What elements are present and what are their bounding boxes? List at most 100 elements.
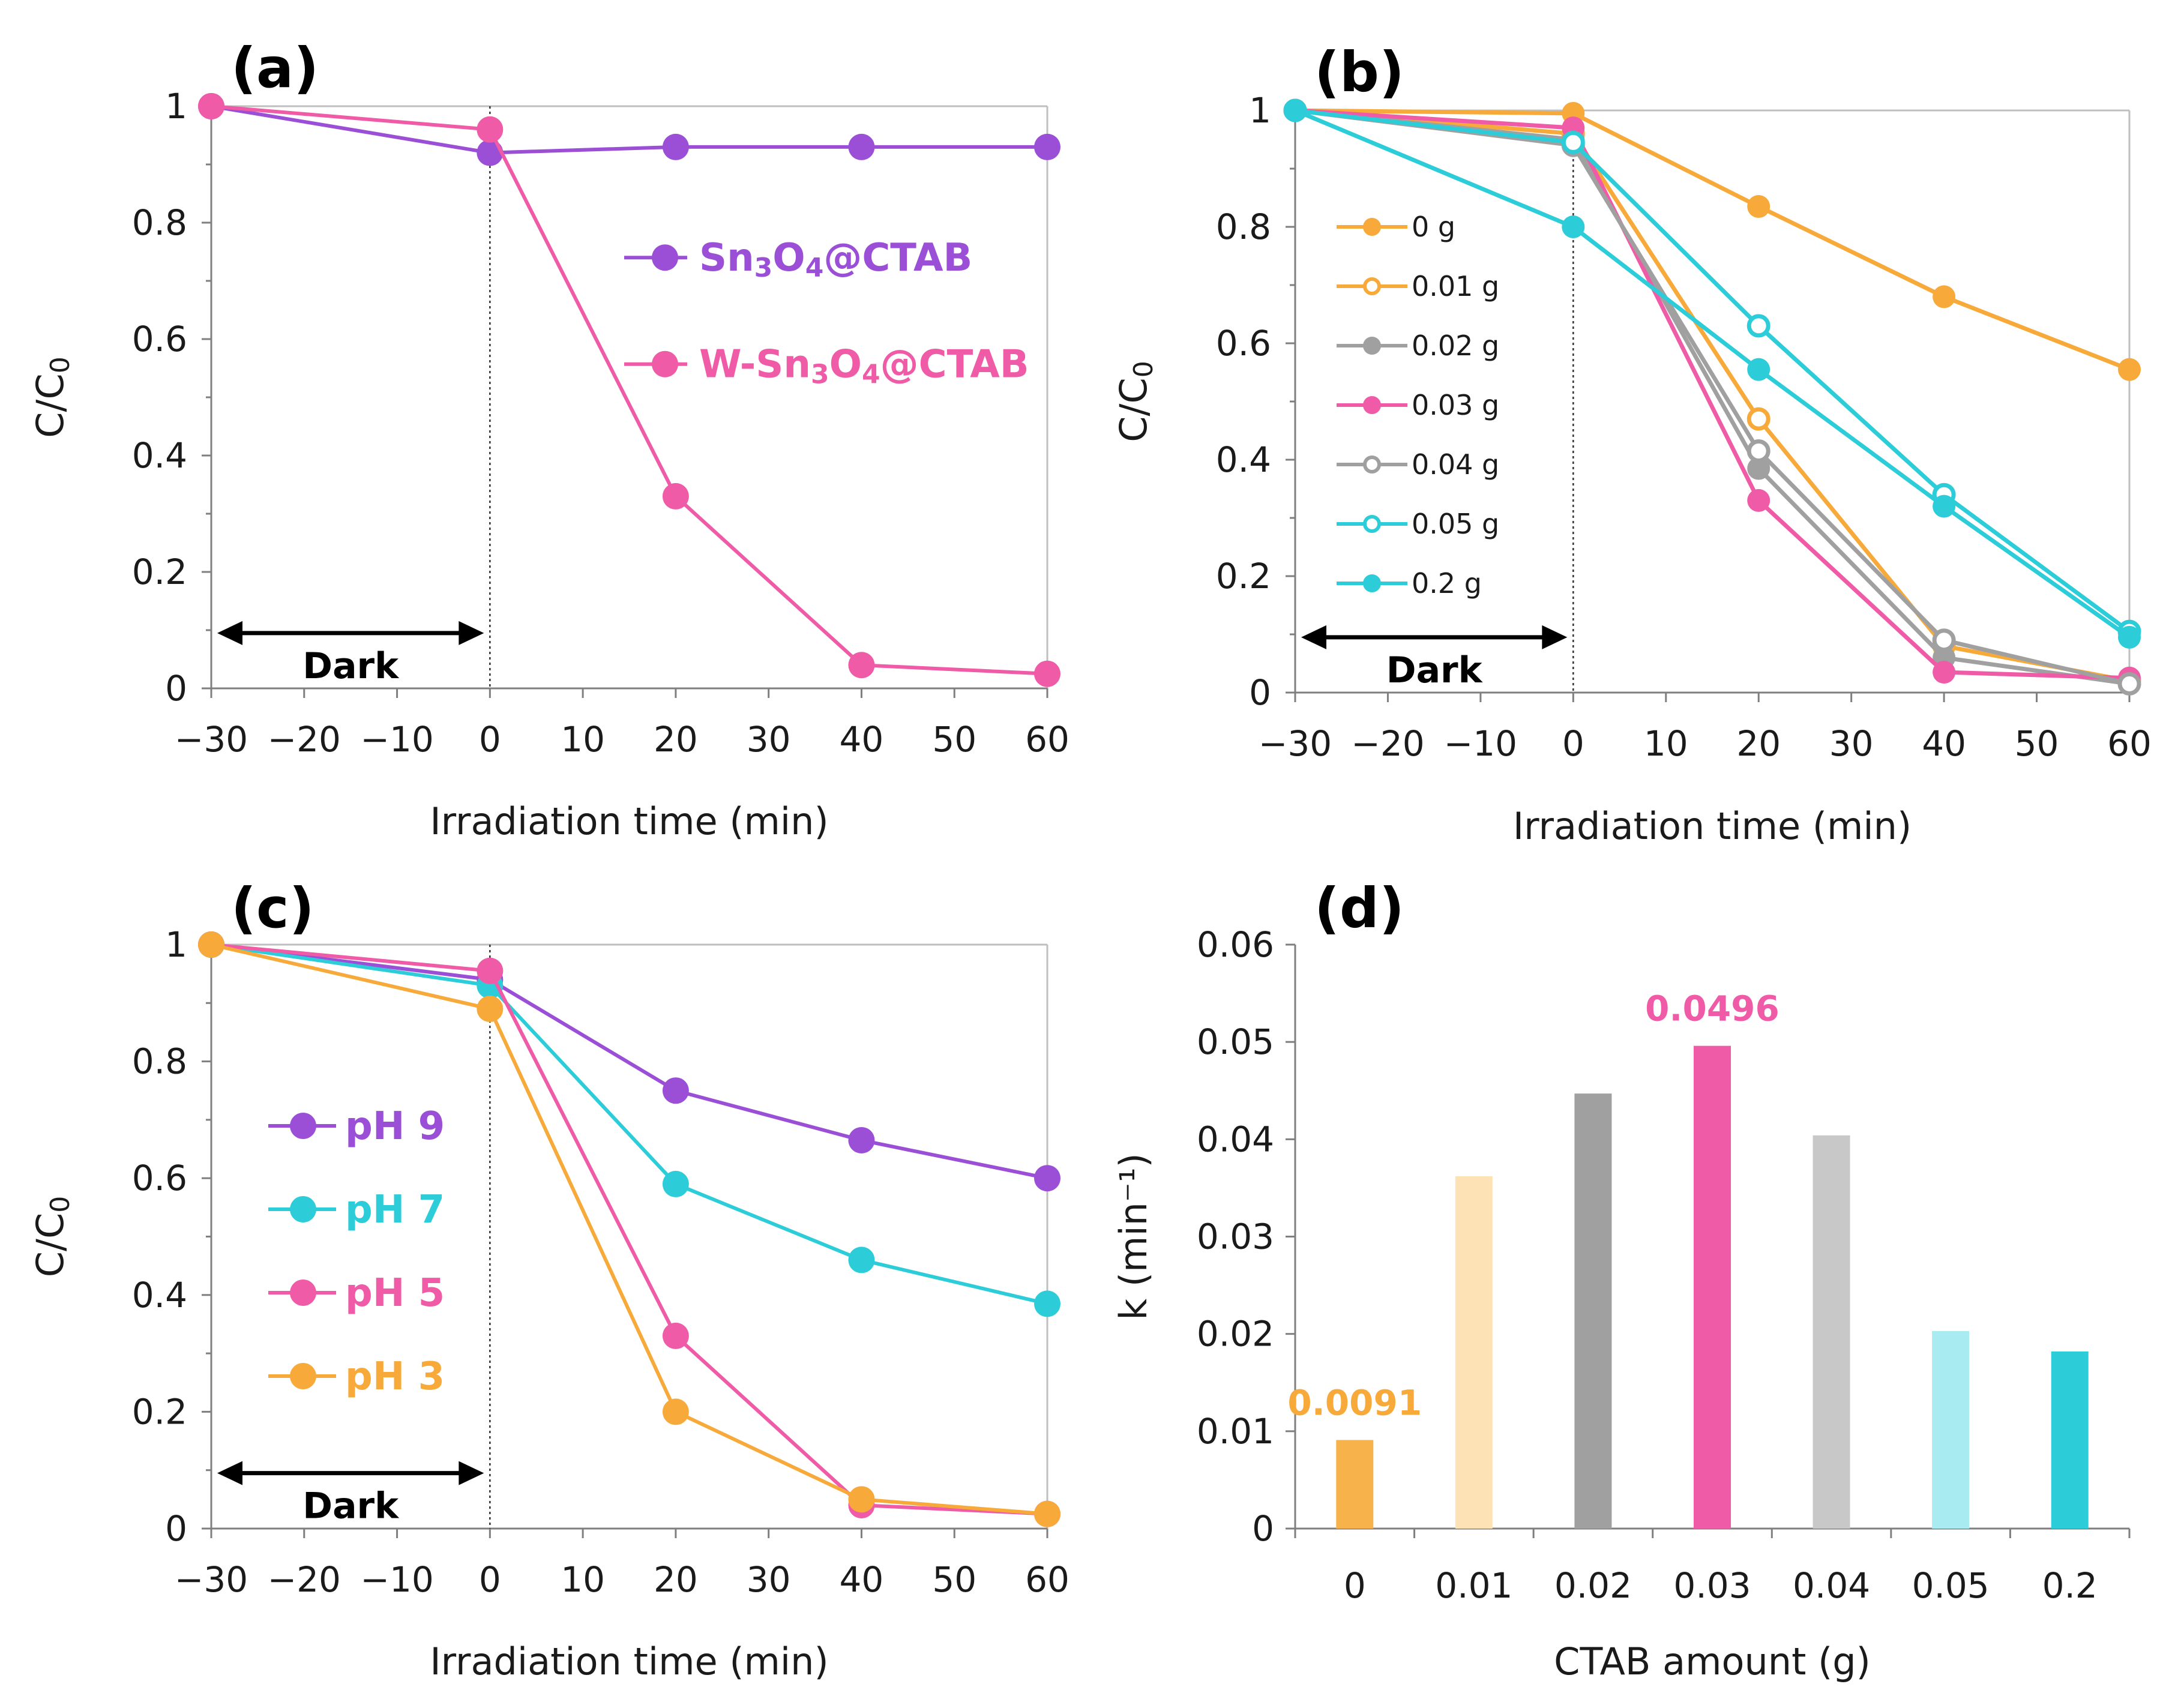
legend-marker [290, 1113, 316, 1139]
data-point [1034, 1290, 1060, 1317]
y-tick-label: 0.8 [1216, 206, 1271, 247]
x-tick-label: 0 [479, 1559, 501, 1600]
data-point [1933, 495, 1956, 518]
data-label: 0.0496 [1645, 988, 1779, 1029]
legend-entry: 0.04 g [1337, 448, 1499, 481]
data-point [848, 133, 875, 160]
y-tick-label: 0.01 [1197, 1411, 1274, 1452]
x-tick-label: 10 [561, 719, 605, 760]
data-point [198, 93, 224, 119]
x-tick-label: 0.02 [1554, 1565, 1632, 1606]
y-tick-label: 1 [165, 86, 187, 127]
y-tick-label: 1 [1249, 90, 1271, 131]
x-tick-label: 60 [1025, 719, 1069, 760]
dark-arrow-head-left [1301, 625, 1326, 649]
dark-arrow-head-right [1542, 625, 1568, 649]
data-point [1562, 215, 1585, 238]
x-tick-label: 60 [2107, 723, 2152, 764]
data-point [1034, 1500, 1060, 1527]
x-axis-title: CTAB amount (g) [1554, 1640, 1871, 1683]
y-tick-label: 0 [1252, 1508, 1274, 1549]
x-tick-label: 10 [561, 1559, 605, 1600]
data-point [848, 652, 875, 679]
legend-marker [1363, 337, 1381, 355]
data-point [662, 1170, 689, 1197]
x-tick-label: 50 [2015, 723, 2059, 764]
legend-label: 0.02 g [1412, 329, 1499, 362]
x-tick-label: 0.04 [1793, 1565, 1870, 1606]
data-point [662, 1398, 689, 1425]
data-point [477, 116, 504, 143]
x-tick-label: −30 [175, 719, 248, 760]
data-point [477, 957, 504, 984]
x-tick-label: −20 [1351, 723, 1424, 764]
legend-label: Sn3O4@CTAB [699, 236, 972, 283]
x-tick-label: −20 [268, 1559, 341, 1600]
dark-arrow-head-left [217, 621, 242, 645]
y-tick-label: 0.6 [132, 1158, 187, 1198]
x-tick-label: 40 [840, 719, 884, 760]
bar-0 [1336, 1440, 1374, 1529]
panel-label-b: (b) [1314, 40, 1404, 104]
x-tick-label: 40 [1922, 723, 1966, 764]
x-tick-label: 0.03 [1673, 1565, 1751, 1606]
dark-label: Dark [1386, 649, 1484, 691]
data-point [477, 139, 504, 166]
data-point [848, 1126, 875, 1153]
x-axis-title: Irradiation time (min) [430, 799, 828, 843]
data-point [662, 483, 689, 510]
legend-marker [290, 1279, 316, 1306]
bar-0.2 [2051, 1351, 2089, 1529]
legend-entry: pH 7 [268, 1188, 445, 1232]
x-tick-label: 30 [1829, 723, 1874, 764]
legend-marker [1363, 218, 1381, 236]
data-point [1747, 195, 1770, 218]
legend-label: pH 5 [345, 1271, 445, 1316]
y-tick-label: 0.05 [1197, 1021, 1274, 1062]
bar-0.04 [1813, 1135, 1850, 1529]
y-axis-title: C/C0 [1112, 361, 1159, 442]
dark-label: Dark [302, 645, 400, 687]
x-tick-label: 0.2 [2042, 1565, 2098, 1606]
x-tick-label: −10 [1444, 723, 1517, 764]
x-tick-label: 50 [932, 719, 976, 760]
legend-marker [1363, 277, 1381, 295]
x-tick-label: 20 [1736, 723, 1781, 764]
data-point [848, 1246, 875, 1273]
y-tick-label: 0 [165, 668, 187, 709]
panel-label-a: (a) [231, 36, 319, 100]
dark-arrow-head-left [217, 1461, 242, 1485]
y-tick-label: 0 [165, 1508, 187, 1549]
legend-entry: 0.01 g [1337, 270, 1499, 302]
data-point [1746, 439, 1770, 463]
data-point [2117, 672, 2141, 696]
data-label: 0.0091 [1287, 1382, 1422, 1423]
bar-0.05 [1932, 1331, 1970, 1529]
bar-0.02 [1574, 1093, 1612, 1529]
x-tick-label: −30 [1259, 723, 1332, 764]
panel-a: 0 0.2 0.4 0.6 0.8 1 −30 −20 −10 0 10 20 30 40 50 60 Irra… [28, 36, 1069, 843]
legend-label: 0.04 g [1412, 448, 1499, 481]
data-point [1561, 130, 1585, 154]
y-tick-label: 0.03 [1197, 1216, 1274, 1257]
legend-marker [652, 244, 678, 271]
y-tick-label: 0.4 [1216, 439, 1271, 480]
legend-marker [1363, 396, 1381, 414]
legend-label: 0.03 g [1412, 389, 1499, 421]
data-point [662, 1077, 689, 1104]
x-tick-label: 0.01 [1435, 1565, 1512, 1606]
legend-entry: Sn3O4@CTAB [624, 236, 972, 283]
dark-label: Dark [302, 1485, 400, 1527]
y-tick-label: 0.4 [132, 1275, 187, 1316]
legend-entry: 0.05 g [1337, 508, 1499, 540]
series-ph-3 [198, 931, 1060, 1527]
panel-label-d: (d) [1314, 876, 1404, 940]
data-point [1933, 285, 1956, 308]
dark-arrow-head-right [459, 1461, 484, 1485]
panel-b: 0 0.2 0.4 0.6 0.8 1 −30 −20 −10 0 10 20 30 40 50 60 Irra… [1112, 40, 2152, 848]
legend-entry: pH 3 [268, 1355, 445, 1399]
x-tick-label: 50 [932, 1559, 976, 1600]
x-tick-label: 0 [1562, 723, 1584, 764]
